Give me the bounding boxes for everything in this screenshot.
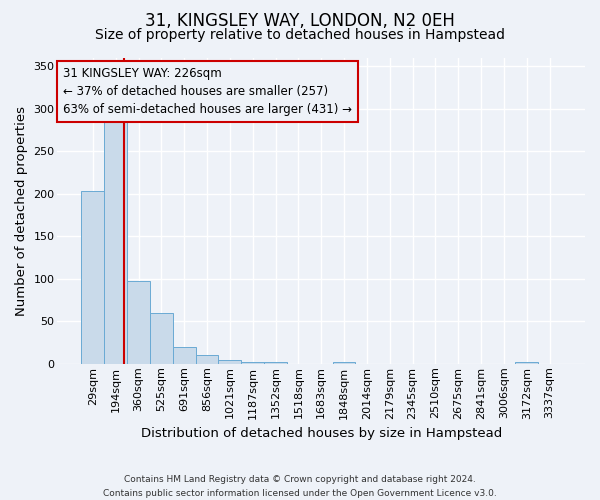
Text: 31, KINGSLEY WAY, LONDON, N2 0EH: 31, KINGSLEY WAY, LONDON, N2 0EH [145, 12, 455, 30]
Bar [127, 281, 150, 364]
Y-axis label: Number of detached properties: Number of detached properties [15, 106, 28, 316]
Bar [515, 362, 538, 364]
Bar [196, 356, 218, 364]
Bar [173, 346, 196, 364]
Bar [332, 362, 355, 364]
Text: Size of property relative to detached houses in Hampstead: Size of property relative to detached ho… [95, 28, 505, 42]
Bar [264, 362, 287, 364]
Bar [150, 312, 173, 364]
Bar [241, 362, 264, 364]
Bar [104, 113, 127, 364]
Bar [218, 360, 241, 364]
Text: Contains HM Land Registry data © Crown copyright and database right 2024.
Contai: Contains HM Land Registry data © Crown c… [103, 476, 497, 498]
Text: 31 KINGSLEY WAY: 226sqm
← 37% of detached houses are smaller (257)
63% of semi-d: 31 KINGSLEY WAY: 226sqm ← 37% of detache… [63, 66, 352, 116]
X-axis label: Distribution of detached houses by size in Hampstead: Distribution of detached houses by size … [140, 427, 502, 440]
Bar [82, 191, 104, 364]
